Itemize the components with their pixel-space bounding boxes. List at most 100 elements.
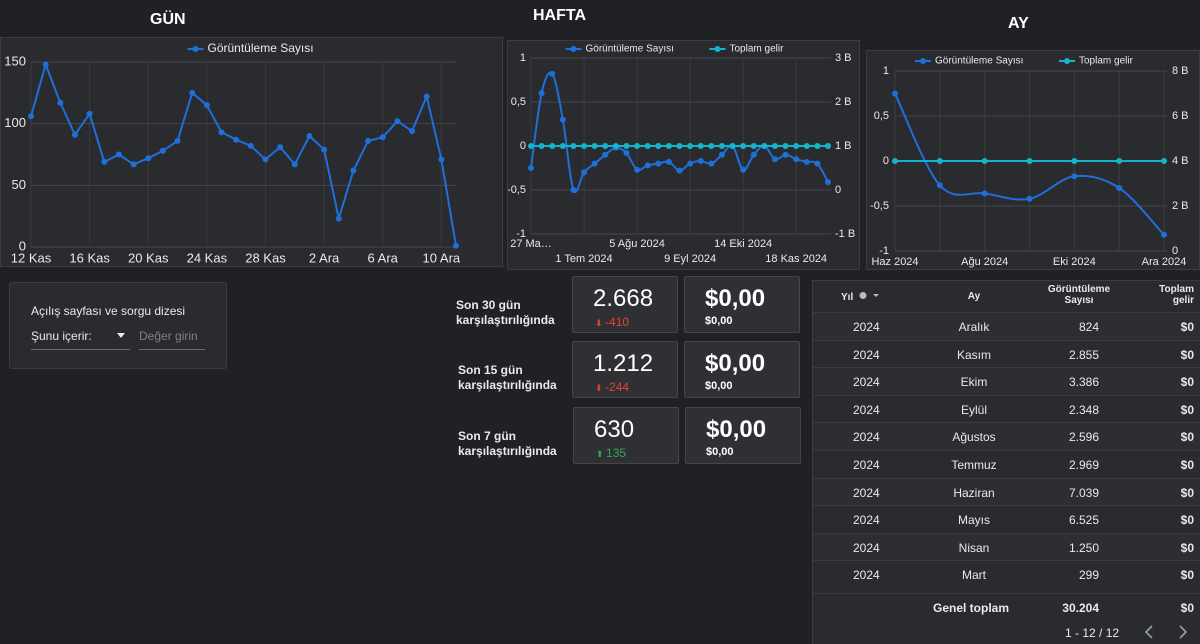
- data-point: [782, 151, 789, 158]
- data-point: [1071, 173, 1078, 180]
- x-tick-label: 5 Ağu 2024: [609, 238, 665, 250]
- x-tick-label: 1 Tem 2024: [555, 253, 612, 265]
- table-cell: Kasım: [956, 347, 991, 362]
- header-text: Yıl: [841, 292, 854, 303]
- header-views[interactable]: Görüntüleme Sayısı: [1047, 284, 1111, 306]
- operator-dropdown[interactable]: Şunu içerir:: [31, 329, 130, 350]
- views-delta: 135: [596, 446, 626, 460]
- dropdown-caret: [117, 333, 125, 338]
- table-cell: $0: [1180, 485, 1194, 500]
- data-point: [306, 133, 313, 139]
- data-point: [793, 143, 800, 149]
- filter-panel: Açılış sayfası ve sorgu dizesi Şunu içer…: [9, 282, 227, 369]
- data-point: [591, 143, 598, 149]
- data-point: [825, 143, 831, 149]
- data-point: [379, 134, 386, 141]
- y-tick-label: 1: [883, 65, 889, 77]
- table-cell: 2.969: [1068, 458, 1099, 472]
- data-point: [740, 166, 747, 173]
- table-row: 2024 Eylül 2.348 $0: [813, 394, 1200, 423]
- data-point: [750, 143, 757, 149]
- x-tick-label: 6 Ara: [368, 250, 399, 265]
- x-tick-label: 24 Kas: [187, 250, 228, 265]
- value-input[interactable]: Değer girin: [139, 329, 205, 350]
- pagination-buttons[interactable]: [1139, 624, 1199, 640]
- data-point: [453, 242, 459, 249]
- table-cell: Haziran: [953, 485, 995, 500]
- table-cell: Ağustos: [952, 430, 996, 445]
- data-point: [394, 118, 401, 125]
- table-row: 2024 Ağustos 2.596 $0: [813, 422, 1200, 450]
- table-cell: Aralık: [958, 320, 990, 334]
- views-delta: -244: [595, 380, 629, 394]
- data-point: [718, 151, 725, 158]
- table-cell: 2024: [853, 320, 880, 334]
- data-point: [718, 143, 725, 149]
- table-cell: 2024: [853, 540, 880, 555]
- x-tick-label: 14 Eki 2024: [714, 238, 772, 250]
- table-cell: $0: [1180, 402, 1194, 417]
- data-table: Yıl Ay Görüntüleme Sayısı Toplam gelir 2…: [812, 280, 1200, 644]
- header-revenue[interactable]: Toplam gelir: [1159, 284, 1194, 306]
- data-point: [708, 160, 715, 167]
- legend-dot: [1064, 58, 1070, 64]
- y-tick-label: -0,5: [870, 200, 889, 212]
- data-point: [602, 143, 609, 149]
- x-tick-label: Ara 2024: [1142, 256, 1187, 268]
- table-cell: Mart: [962, 568, 986, 583]
- legend-dot: [714, 46, 721, 52]
- data-point: [1161, 158, 1167, 164]
- legend-dot: [192, 46, 199, 52]
- table-cell: 2024: [853, 568, 880, 583]
- series-line: [30, 61, 457, 246]
- score-label: Son 7 gün karşılaştırılığında: [458, 429, 557, 458]
- table-cell: 2024: [853, 430, 880, 445]
- data-point: [803, 158, 810, 165]
- data-point: [570, 143, 577, 149]
- filter-title: Açılış sayfası ve sorgu dizesi: [31, 304, 186, 318]
- data-point: [814, 160, 821, 167]
- header-icons: [859, 292, 880, 299]
- data-point: [687, 143, 694, 149]
- revenue-value: $0,00: [705, 350, 766, 377]
- data-point: [676, 143, 683, 149]
- y2-tick-label: 3 B: [835, 52, 852, 64]
- views-value: 630: [594, 416, 635, 443]
- data-point: [771, 156, 778, 163]
- header-year[interactable]: Yıl: [841, 291, 882, 303]
- y-tick-label: 0: [883, 155, 889, 167]
- data-point: [761, 143, 768, 149]
- data-point: [936, 158, 943, 164]
- y2-tick-label: 0: [835, 184, 841, 196]
- data-point: [782, 143, 789, 149]
- data-point: [115, 151, 122, 158]
- table-cell: $0: [1180, 568, 1194, 583]
- table-cell: $0: [1180, 430, 1194, 445]
- data-point: [538, 143, 545, 149]
- table-row: 2024 Haziran 7.039 $0: [813, 477, 1200, 506]
- data-point: [676, 167, 683, 174]
- data-point: [189, 89, 196, 96]
- data-point: [101, 158, 108, 165]
- y-tick-label: 150: [4, 53, 26, 68]
- data-point: [634, 143, 641, 149]
- data-point: [438, 156, 445, 163]
- table-cell: 299: [1078, 568, 1099, 583]
- data-point: [892, 158, 898, 164]
- data-point: [655, 160, 662, 167]
- revenue-card: $0,00 $0,00: [684, 341, 800, 398]
- header-month[interactable]: Ay: [967, 291, 981, 302]
- y-tick-label: 0,5: [874, 110, 889, 122]
- data-point: [644, 162, 651, 169]
- data-point: [218, 129, 225, 136]
- data-point: [559, 143, 566, 149]
- x-tick-label: Eki 2024: [1053, 256, 1096, 268]
- views-delta: -410: [595, 315, 629, 329]
- total-label: Genel toplam: [933, 601, 1010, 615]
- table-cell: $0: [1180, 347, 1194, 362]
- data-point: [423, 93, 430, 100]
- data-point: [321, 146, 328, 153]
- views-card: 1.212 -244: [572, 341, 678, 398]
- table-cell: 1.250: [1068, 540, 1099, 555]
- data-point: [28, 113, 34, 120]
